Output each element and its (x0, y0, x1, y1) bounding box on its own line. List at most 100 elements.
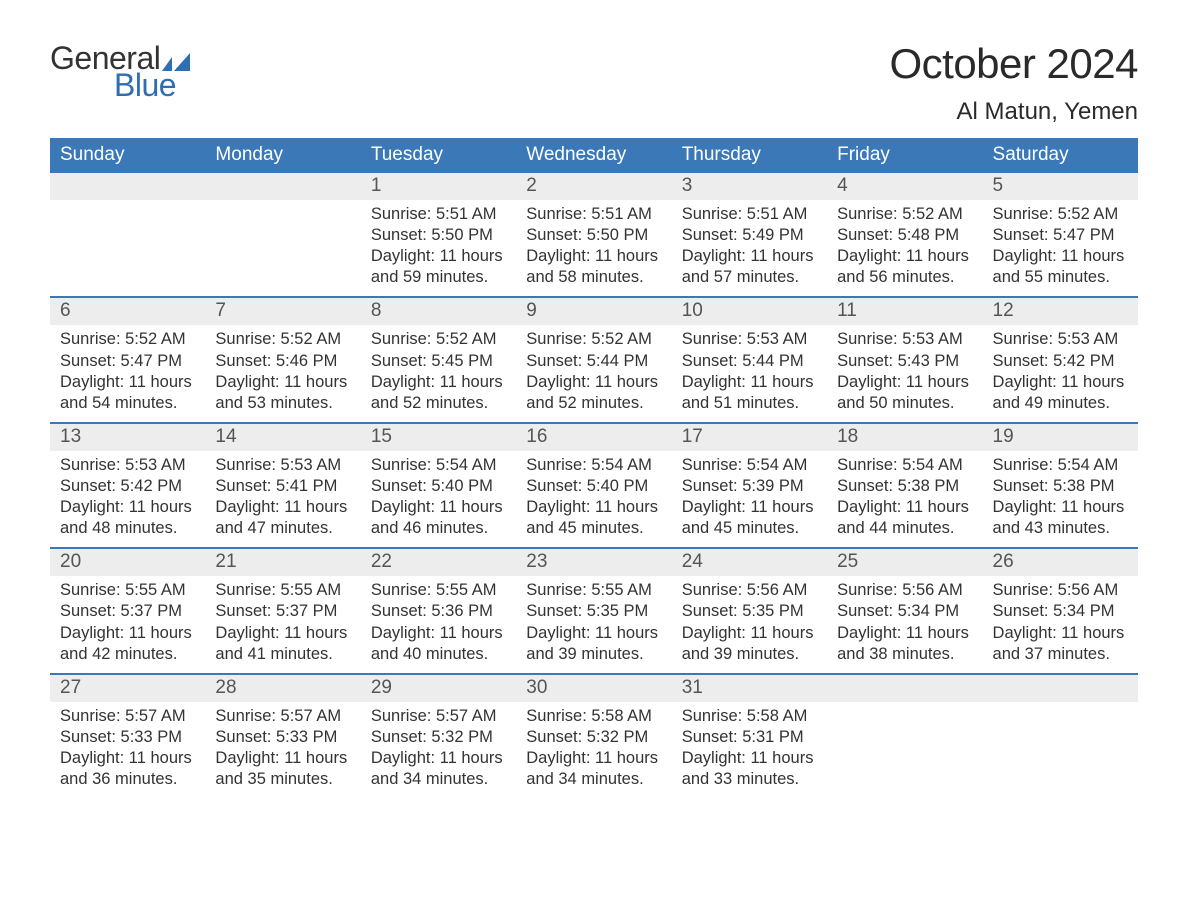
daylight-text: and 36 minutes. (60, 769, 195, 790)
logo-text-blue: Blue (114, 67, 190, 104)
calendar-cell: 27Sunrise: 5:57 AMSunset: 5:33 PMDayligh… (50, 675, 205, 798)
calendar-cell: 17Sunrise: 5:54 AMSunset: 5:39 PMDayligh… (672, 424, 827, 547)
sunrise-text: Sunrise: 5:53 AM (60, 455, 195, 476)
cell-body: Sunrise: 5:53 AMSunset: 5:43 PMDaylight:… (827, 325, 982, 421)
daylight-text: and 55 minutes. (993, 267, 1128, 288)
sunrise-text: Sunrise: 5:55 AM (215, 580, 350, 601)
day-number: 18 (837, 426, 858, 447)
day-number: 14 (215, 426, 236, 447)
daylight-text: and 42 minutes. (60, 644, 195, 665)
day-number-row: 13 (50, 424, 205, 451)
calendar-cell: 16Sunrise: 5:54 AMSunset: 5:40 PMDayligh… (516, 424, 671, 547)
day-number: 24 (682, 551, 703, 572)
day-number-row: 24 (672, 549, 827, 576)
calendar: SundayMondayTuesdayWednesdayThursdayFrid… (50, 138, 1138, 798)
sunrise-text: Sunrise: 5:53 AM (837, 329, 972, 350)
day-number-row: 15 (361, 424, 516, 451)
day-number-row: 16 (516, 424, 671, 451)
day-header: Tuesday (361, 138, 516, 173)
sunrise-text: Sunrise: 5:58 AM (526, 706, 661, 727)
day-number-row: 29 (361, 675, 516, 702)
daylight-text: and 41 minutes. (215, 644, 350, 665)
sunset-text: Sunset: 5:35 PM (526, 601, 661, 622)
day-number-row: 9 (516, 298, 671, 325)
cell-body: Sunrise: 5:54 AMSunset: 5:39 PMDaylight:… (672, 451, 827, 547)
cell-body: Sunrise: 5:55 AMSunset: 5:37 PMDaylight:… (50, 576, 205, 672)
calendar-cell: 30Sunrise: 5:58 AMSunset: 5:32 PMDayligh… (516, 675, 671, 798)
sunset-text: Sunset: 5:42 PM (993, 351, 1128, 372)
daylight-text: Daylight: 11 hours (526, 372, 661, 393)
calendar-cell: 31Sunrise: 5:58 AMSunset: 5:31 PMDayligh… (672, 675, 827, 798)
sunrise-text: Sunrise: 5:52 AM (60, 329, 195, 350)
cell-body: Sunrise: 5:58 AMSunset: 5:32 PMDaylight:… (516, 702, 671, 798)
sunset-text: Sunset: 5:34 PM (993, 601, 1128, 622)
sunrise-text: Sunrise: 5:57 AM (371, 706, 506, 727)
cell-body: Sunrise: 5:52 AMSunset: 5:47 PMDaylight:… (983, 200, 1138, 296)
day-number: 22 (371, 551, 392, 572)
day-number: 13 (60, 426, 81, 447)
cell-body: Sunrise: 5:51 AMSunset: 5:50 PMDaylight:… (361, 200, 516, 296)
page-header: General Blue October 2024 Al Matun, Yeme… (50, 40, 1138, 126)
calendar-cell (205, 173, 360, 296)
sunrise-text: Sunrise: 5:57 AM (60, 706, 195, 727)
sunset-text: Sunset: 5:38 PM (993, 476, 1128, 497)
day-number: 31 (682, 677, 703, 698)
calendar-cell: 26Sunrise: 5:56 AMSunset: 5:34 PMDayligh… (983, 549, 1138, 672)
sunset-text: Sunset: 5:35 PM (682, 601, 817, 622)
day-number-row: 31 (672, 675, 827, 702)
cell-body: Sunrise: 5:54 AMSunset: 5:40 PMDaylight:… (361, 451, 516, 547)
day-number: 25 (837, 551, 858, 572)
sunrise-text: Sunrise: 5:51 AM (526, 204, 661, 225)
cell-body: Sunrise: 5:54 AMSunset: 5:40 PMDaylight:… (516, 451, 671, 547)
cell-body: Sunrise: 5:52 AMSunset: 5:47 PMDaylight:… (50, 325, 205, 421)
day-number-row: 26 (983, 549, 1138, 576)
sunset-text: Sunset: 5:37 PM (215, 601, 350, 622)
calendar-cell: 10Sunrise: 5:53 AMSunset: 5:44 PMDayligh… (672, 298, 827, 421)
day-number: 29 (371, 677, 392, 698)
sunrise-text: Sunrise: 5:57 AM (215, 706, 350, 727)
daylight-text: and 45 minutes. (682, 518, 817, 539)
daylight-text: and 37 minutes. (993, 644, 1128, 665)
daylight-text: and 44 minutes. (837, 518, 972, 539)
calendar-cell (983, 675, 1138, 798)
sunrise-text: Sunrise: 5:54 AM (682, 455, 817, 476)
daylight-text: Daylight: 11 hours (837, 497, 972, 518)
calendar-week: 20Sunrise: 5:55 AMSunset: 5:37 PMDayligh… (50, 547, 1138, 672)
daylight-text: Daylight: 11 hours (60, 372, 195, 393)
day-number: 19 (993, 426, 1014, 447)
daylight-text: Daylight: 11 hours (682, 372, 817, 393)
cell-body: Sunrise: 5:57 AMSunset: 5:33 PMDaylight:… (50, 702, 205, 798)
calendar-cell: 8Sunrise: 5:52 AMSunset: 5:45 PMDaylight… (361, 298, 516, 421)
sunset-text: Sunset: 5:42 PM (60, 476, 195, 497)
sunrise-text: Sunrise: 5:58 AM (682, 706, 817, 727)
calendar-week: 6Sunrise: 5:52 AMSunset: 5:47 PMDaylight… (50, 296, 1138, 421)
sunset-text: Sunset: 5:44 PM (682, 351, 817, 372)
day-number-row: 30 (516, 675, 671, 702)
daylight-text: and 39 minutes. (682, 644, 817, 665)
calendar-cell (827, 675, 982, 798)
calendar-cell: 21Sunrise: 5:55 AMSunset: 5:37 PMDayligh… (205, 549, 360, 672)
sunrise-text: Sunrise: 5:52 AM (526, 329, 661, 350)
day-number: 11 (837, 300, 857, 321)
cell-body: Sunrise: 5:56 AMSunset: 5:35 PMDaylight:… (672, 576, 827, 672)
daylight-text: and 38 minutes. (837, 644, 972, 665)
day-number-row: 6 (50, 298, 205, 325)
calendar-cell: 12Sunrise: 5:53 AMSunset: 5:42 PMDayligh… (983, 298, 1138, 421)
daylight-text: Daylight: 11 hours (215, 372, 350, 393)
day-number: 23 (526, 551, 547, 572)
cell-body: Sunrise: 5:52 AMSunset: 5:45 PMDaylight:… (361, 325, 516, 421)
daylight-text: Daylight: 11 hours (526, 497, 661, 518)
sunset-text: Sunset: 5:33 PM (215, 727, 350, 748)
daylight-text: and 40 minutes. (371, 644, 506, 665)
daylight-text: and 54 minutes. (60, 393, 195, 414)
cell-body: Sunrise: 5:55 AMSunset: 5:37 PMDaylight:… (205, 576, 360, 672)
daylight-text: Daylight: 11 hours (371, 246, 506, 267)
daylight-text: Daylight: 11 hours (526, 748, 661, 769)
sunrise-text: Sunrise: 5:54 AM (837, 455, 972, 476)
calendar-cell: 19Sunrise: 5:54 AMSunset: 5:38 PMDayligh… (983, 424, 1138, 547)
cell-body: Sunrise: 5:51 AMSunset: 5:49 PMDaylight:… (672, 200, 827, 296)
daylight-text: Daylight: 11 hours (526, 623, 661, 644)
calendar-cell (50, 173, 205, 296)
day-number: 9 (526, 300, 537, 321)
sunset-text: Sunset: 5:46 PM (215, 351, 350, 372)
